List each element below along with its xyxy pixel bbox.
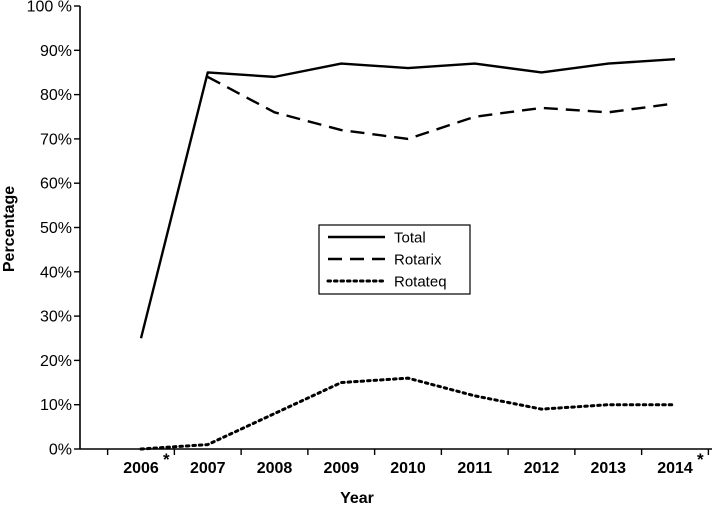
- y-tick-label: 70%: [40, 131, 72, 148]
- y-tick-label: 60%: [40, 176, 72, 193]
- footnote-marker: *: [697, 450, 704, 469]
- series-line-rotarix: [207, 75, 676, 141]
- legend-label-total: Total: [394, 230, 426, 247]
- y-tick-label: 80%: [40, 87, 72, 104]
- y-tick-label: 100 %: [27, 0, 72, 16]
- x-tick-label: 2009: [323, 460, 359, 477]
- x-tick-label: 2014: [657, 460, 693, 477]
- y-tick-label: 50%: [40, 220, 72, 237]
- x-tick-label: 2007: [190, 460, 226, 477]
- y-tick-label: 40%: [40, 264, 72, 281]
- y-axis-title: Percentage: [1, 186, 18, 272]
- y-tick-label: 90%: [40, 43, 72, 60]
- x-tick-label: 2012: [524, 460, 560, 477]
- y-tick-label: 20%: [40, 353, 72, 370]
- x-tick-label: 2013: [590, 460, 626, 477]
- series-line-total: [139, 57, 676, 339]
- x-axis-title: Year: [340, 490, 374, 507]
- legend-label-rotarix: Rotarix: [394, 252, 442, 269]
- y-tick-label: 30%: [40, 309, 72, 326]
- x-axis-ticks: 2006 * 2007 2008 2009 2010 2011 2012 2013 2014 *: [106, 449, 710, 477]
- series-lines: [139, 57, 677, 451]
- y-axis-ticks: 0% 10% 20% 30% 40% 50% 60% 70% 80% 90% 100 %: [27, 0, 80, 459]
- legend: Total Rotarix Rotateq: [318, 224, 471, 295]
- x-tick-label: 2006: [123, 460, 159, 477]
- x-tick-label: 2008: [257, 460, 293, 477]
- x-tick-label: 2010: [390, 460, 426, 477]
- footnote-marker: *: [163, 450, 170, 469]
- legend-label-rotateq: Rotateq: [394, 274, 447, 291]
- x-tick-label: 2011: [457, 460, 492, 477]
- y-tick-label: 0%: [49, 442, 72, 459]
- y-tick-label: 10%: [40, 397, 72, 414]
- series-line-rotateq: [139, 376, 677, 451]
